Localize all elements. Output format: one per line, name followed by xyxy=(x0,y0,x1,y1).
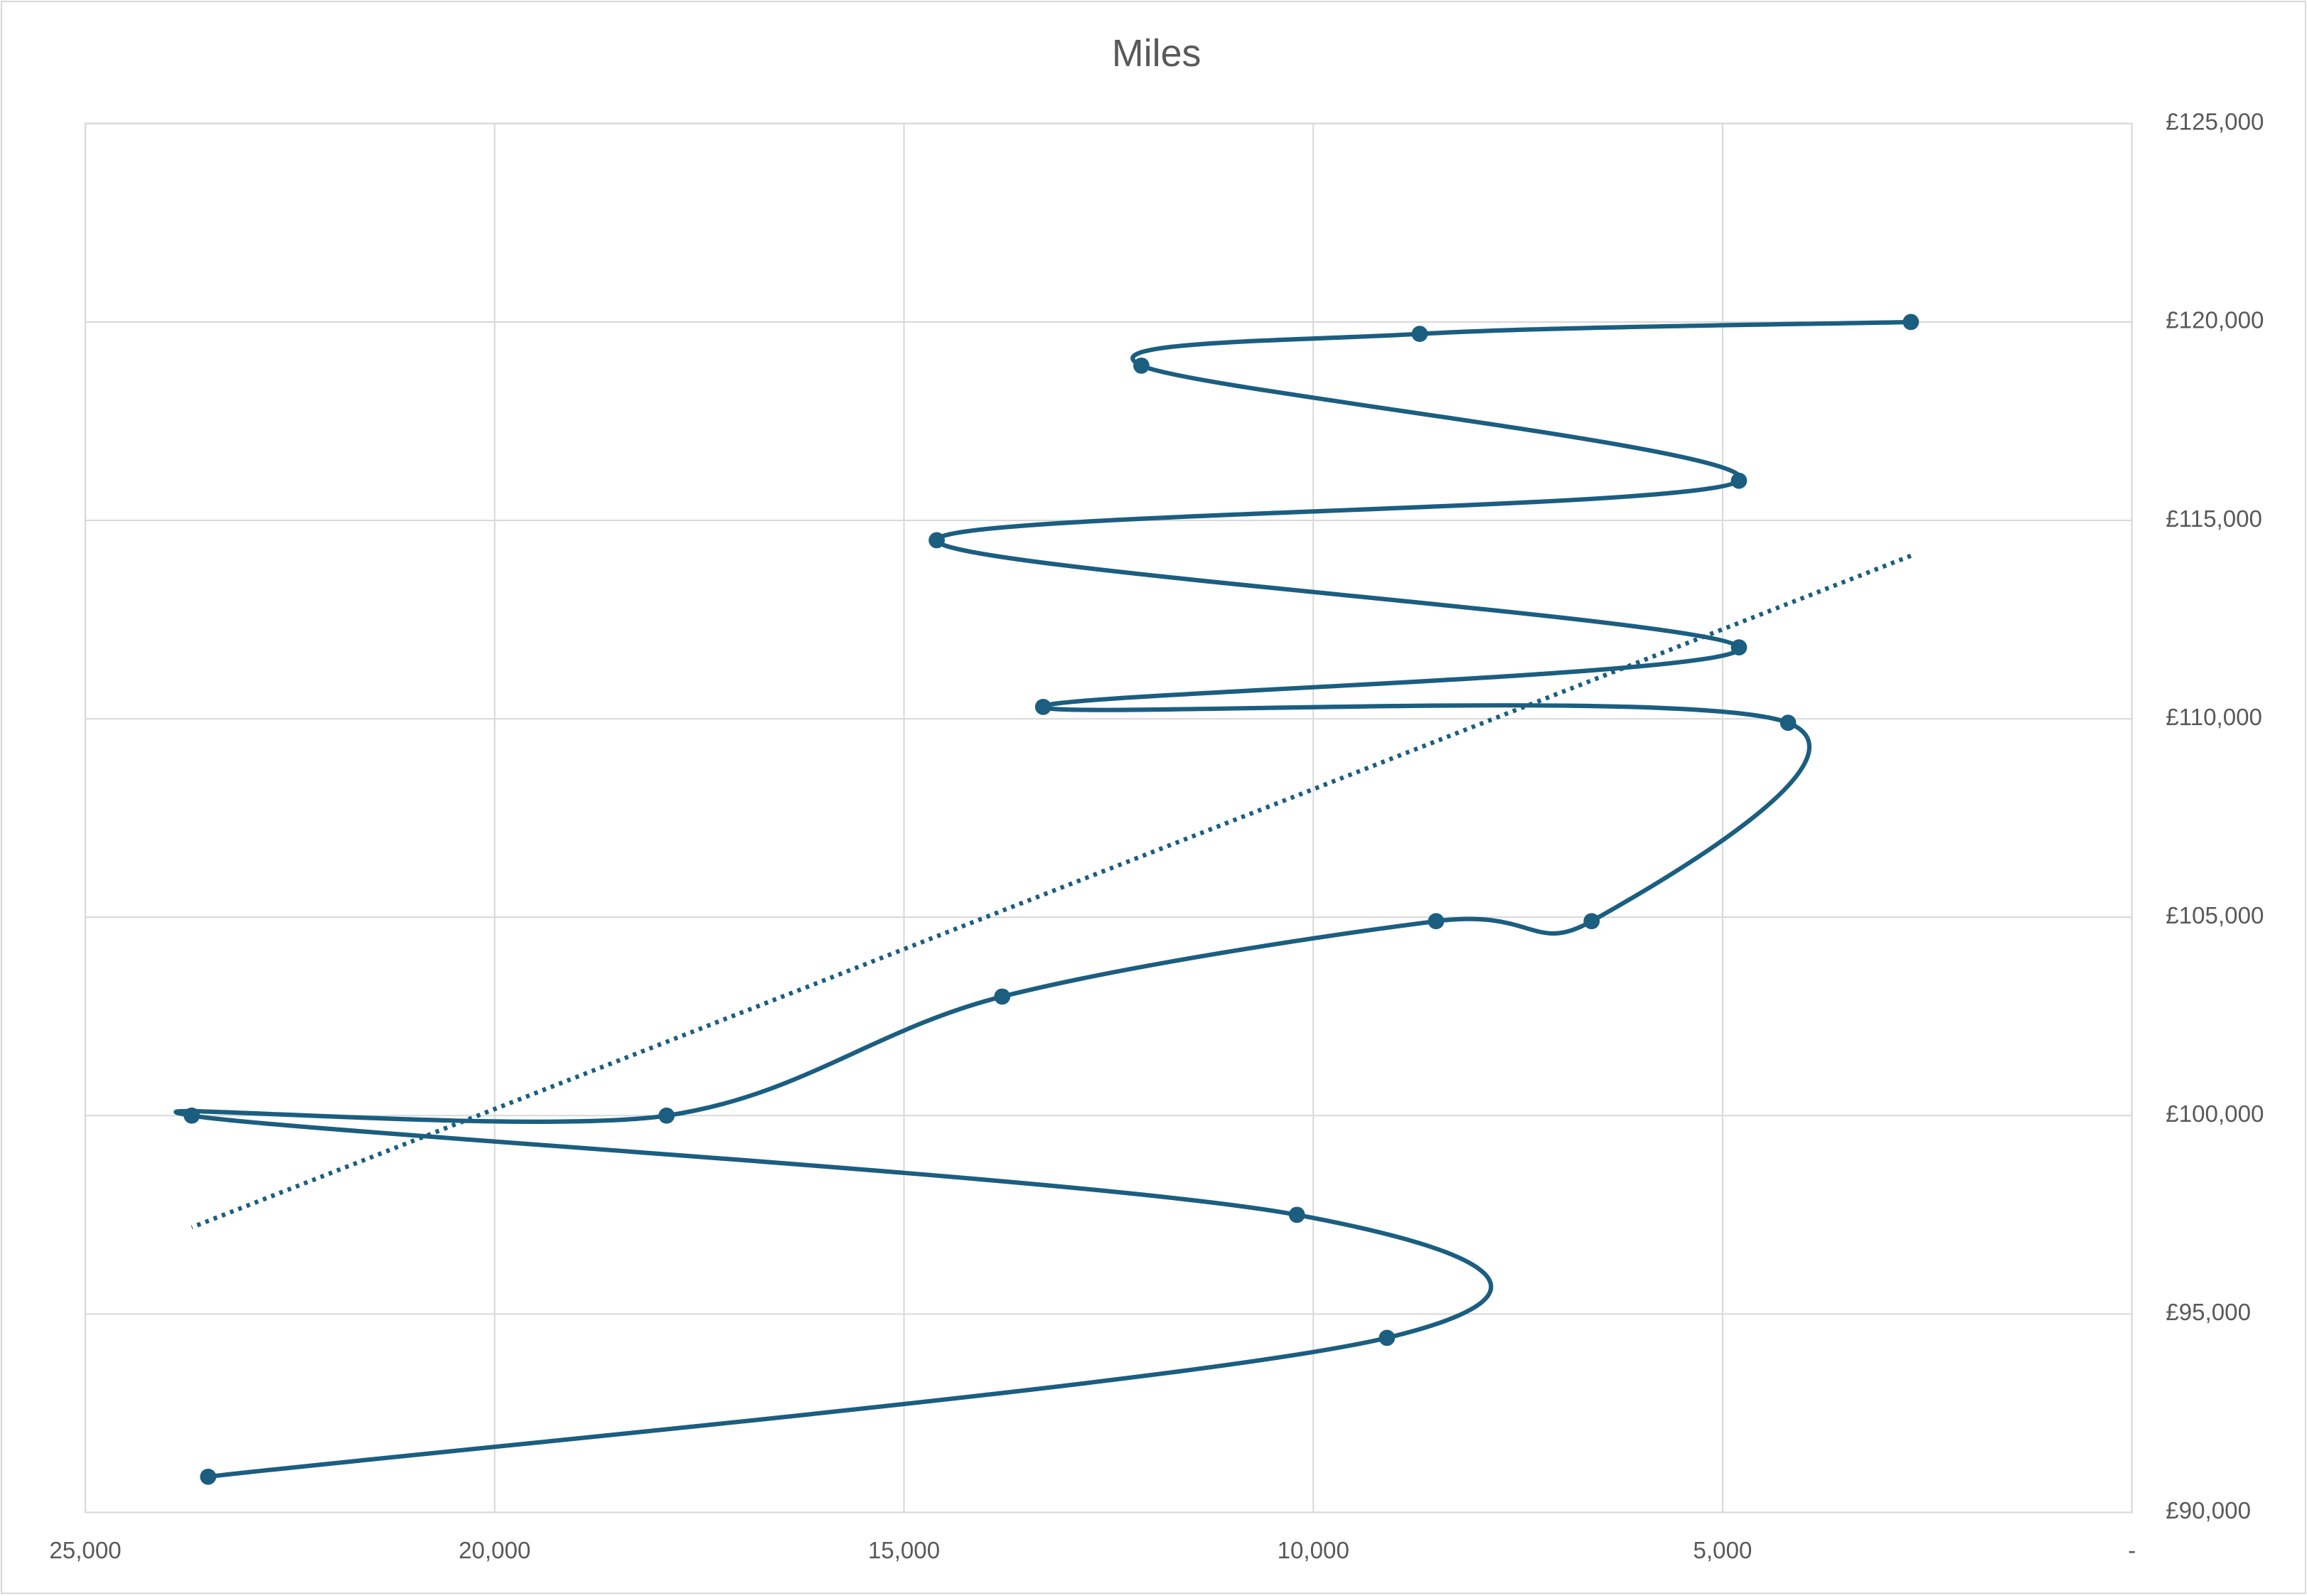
y-tick-label: £110,000 xyxy=(2166,705,2262,731)
x-tick-label: 10,000 xyxy=(1278,1538,1349,1564)
data-point xyxy=(1902,314,1920,331)
data-point xyxy=(1730,472,1747,489)
x-tick-label: 5,000 xyxy=(1693,1538,1752,1564)
y-tick-label: £115,000 xyxy=(2166,506,2262,532)
series-line xyxy=(173,319,1911,1479)
data-point xyxy=(928,532,945,549)
data-point xyxy=(1411,326,1428,343)
y-tick-label: £125,000 xyxy=(2166,109,2264,136)
chart-title: Miles xyxy=(1112,32,1201,75)
x-tick-label: 20,000 xyxy=(459,1538,530,1564)
x-tick-label: 25,000 xyxy=(49,1538,121,1564)
data-point xyxy=(994,988,1011,1005)
data-point xyxy=(658,1107,675,1124)
data-point xyxy=(183,1107,200,1124)
y-tick-label: £100,000 xyxy=(2166,1101,2264,1128)
data-point xyxy=(1379,1329,1396,1346)
data-point xyxy=(1730,639,1747,656)
data-point xyxy=(1583,913,1600,930)
data-point xyxy=(1288,1206,1305,1223)
data-point xyxy=(1034,698,1051,715)
y-tick-label: £90,000 xyxy=(2166,1498,2251,1524)
data-point xyxy=(1779,714,1797,732)
data-point xyxy=(1428,913,1445,930)
y-tick-label: £95,000 xyxy=(2166,1300,2251,1326)
y-tick-label: £120,000 xyxy=(2166,308,2264,334)
data-point xyxy=(1133,357,1150,374)
x-tick-label: 15,000 xyxy=(868,1538,940,1564)
x-tick-label: - xyxy=(2128,1538,2136,1564)
data-point xyxy=(200,1468,217,1485)
trendline xyxy=(191,553,1912,1230)
y-tick-label: £105,000 xyxy=(2166,903,2264,929)
